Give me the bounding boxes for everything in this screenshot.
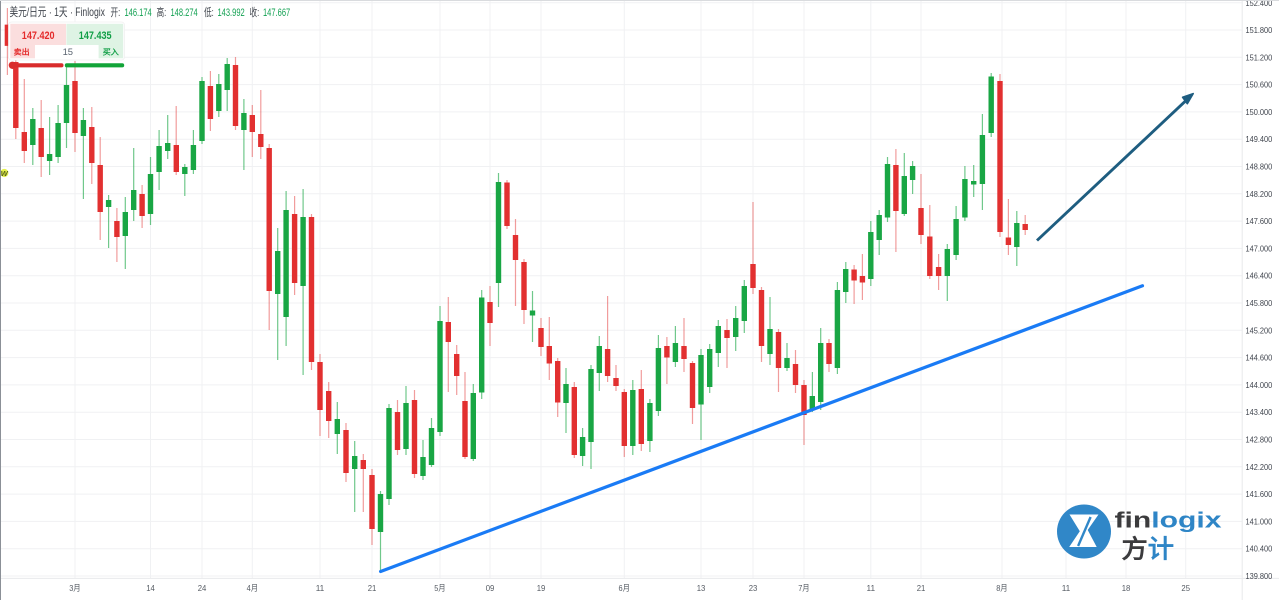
svg-text:4月: 4月 [247,583,259,593]
svg-text:145.200: 145.200 [1246,325,1273,335]
svg-text:144.000: 144.000 [1246,380,1273,390]
svg-text:143.400: 143.400 [1246,407,1273,417]
svg-text:高:: 高: [157,6,167,19]
svg-text:141.600: 141.600 [1246,489,1273,499]
svg-text:147.435: 147.435 [79,30,112,42]
svg-text:148.200: 148.200 [1246,189,1273,199]
svg-text:147.420: 147.420 [22,30,55,42]
svg-text:13: 13 [697,583,706,593]
svg-text:18: 18 [1122,583,1131,593]
svg-text:146.400: 146.400 [1246,271,1273,281]
svg-text:142.800: 142.800 [1246,435,1273,445]
svg-text:7月: 7月 [798,583,810,593]
svg-text:19: 19 [537,583,546,593]
svg-text:21: 21 [368,583,377,593]
svg-text:143.992: 143.992 [218,7,245,19]
svg-text:5月: 5月 [434,583,446,593]
svg-text:11: 11 [1062,583,1071,593]
svg-text:148.800: 148.800 [1246,162,1273,172]
svg-text:151.800: 151.800 [1246,25,1273,35]
svg-text:09: 09 [486,583,495,593]
svg-text:141.000: 141.000 [1246,516,1273,526]
svg-text:146.174: 146.174 [125,7,152,19]
svg-text:147.600: 147.600 [1246,216,1273,226]
svg-text:美元/日元 · 1天 · Finlogix: 美元/日元 · 1天 · Finlogix [10,5,106,19]
svg-text:23: 23 [749,583,758,593]
svg-text:低:: 低: [204,6,214,19]
svg-text:买入: 买入 [103,48,119,57]
svg-text:149.400: 149.400 [1246,134,1273,144]
svg-text:11: 11 [316,583,325,593]
svg-text:21: 21 [917,583,926,593]
svg-text:方计: 方计 [1122,535,1175,564]
svg-text:15: 15 [63,46,73,57]
svg-text:147.000: 147.000 [1246,243,1273,253]
svg-text:144.600: 144.600 [1246,353,1273,363]
svg-text:11: 11 [867,583,876,593]
svg-text:开:: 开: [111,7,121,19]
svg-text:148.274: 148.274 [171,7,198,19]
svg-text:152.400: 152.400 [1246,0,1273,8]
svg-text:150.000: 150.000 [1246,107,1273,117]
svg-text:25: 25 [1181,583,1190,593]
svg-text:6月: 6月 [619,583,631,593]
svg-text:收:: 收: [250,6,260,19]
svg-text:139.800: 139.800 [1246,571,1273,581]
svg-text:W: W [1,169,9,178]
svg-text:150.600: 150.600 [1246,80,1273,90]
svg-text:3月: 3月 [69,583,81,593]
svg-text:145.800: 145.800 [1246,298,1273,308]
svg-text:147.667: 147.667 [263,7,290,19]
svg-text:140.400: 140.400 [1246,544,1273,554]
svg-text:24: 24 [198,583,207,593]
svg-text:卖出: 卖出 [14,47,30,57]
svg-text:8月: 8月 [996,583,1008,593]
svg-text:14: 14 [146,583,155,593]
svg-text:151.200: 151.200 [1246,52,1273,62]
svg-text:142.200: 142.200 [1246,462,1273,472]
